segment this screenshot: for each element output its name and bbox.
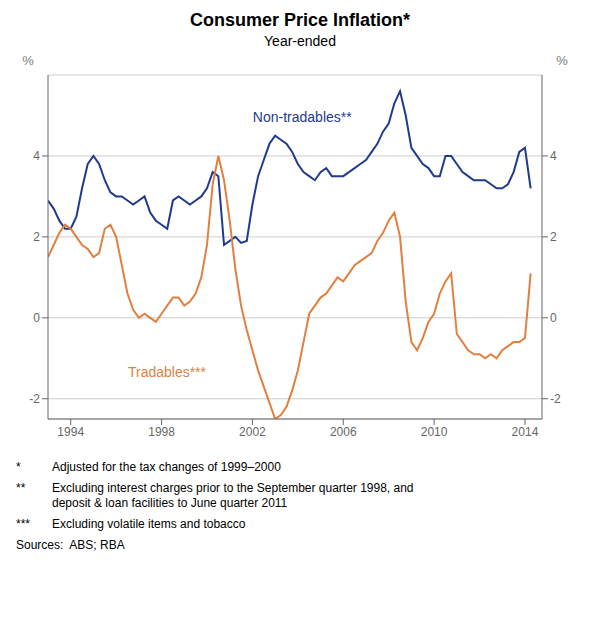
svg-text:4: 4 <box>33 149 40 163</box>
svg-text:4: 4 <box>550 149 557 163</box>
svg-text:2010: 2010 <box>421 425 448 439</box>
svg-text:1998: 1998 <box>148 425 175 439</box>
html-text:Excluding interest charges pri: Excluding interest charges prior to the … <box>52 481 414 510</box>
svg-text:1994: 1994 <box>57 425 84 439</box>
svg-text:%: % <box>556 53 568 68</box>
svg-text:2: 2 <box>33 230 40 244</box>
svg-text:2014: 2014 <box>512 425 539 439</box>
svg-text:Non-tradables**: Non-tradables** <box>253 109 352 125</box>
svg-text:0: 0 <box>33 311 40 325</box>
html-text:Year-ended: Year-ended <box>264 33 336 49</box>
html-text:Adjusted for the tax changes o: Adjusted for the tax changes of 1999–200… <box>52 460 281 474</box>
svg-text:%: % <box>22 53 34 68</box>
svg-text:0: 0 <box>550 311 557 325</box>
svg-text:2002: 2002 <box>239 425 266 439</box>
svg-text:-2: -2 <box>550 392 561 406</box>
svg-text:Tradables***: Tradables*** <box>128 364 207 380</box>
svg-text:-2: -2 <box>29 392 40 406</box>
svg-text:2006: 2006 <box>330 425 357 439</box>
svg-text:2: 2 <box>550 230 557 244</box>
html-text:Consumer Price Inflation*: Consumer Price Inflation* <box>190 10 410 30</box>
html-text:Sources: ABS; RBA: Sources: ABS; RBA <box>16 538 125 552</box>
html-text:Excluding volatile items and t: Excluding volatile items and tobacco <box>52 517 246 531</box>
